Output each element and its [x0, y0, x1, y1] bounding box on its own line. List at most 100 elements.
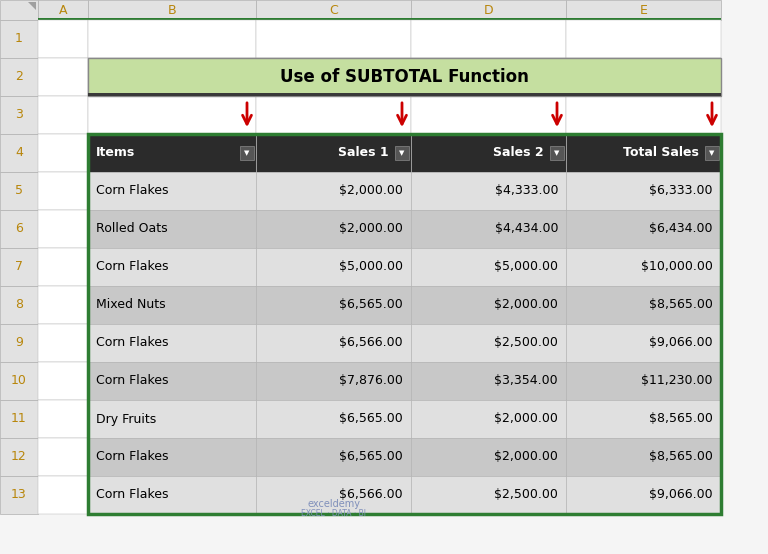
Bar: [88, 248, 256, 286]
Text: Items: Items: [96, 146, 135, 160]
Bar: [0, 20, 38, 58]
Bar: [256, 400, 411, 438]
Bar: [566, 0, 721, 20]
Text: 4: 4: [15, 146, 23, 160]
Text: $10,000.00: $10,000.00: [641, 260, 713, 274]
Bar: [256, 438, 411, 476]
Bar: [411, 248, 566, 286]
Text: $6,565.00: $6,565.00: [339, 299, 403, 311]
Bar: [411, 438, 566, 476]
Bar: [256, 96, 411, 134]
Bar: [0, 400, 38, 438]
Bar: [256, 286, 411, 324]
Text: $6,333.00: $6,333.00: [650, 184, 713, 197]
Text: C: C: [329, 3, 338, 17]
Bar: [0, 58, 38, 96]
Text: Corn Flakes: Corn Flakes: [96, 184, 168, 197]
Text: $9,066.00: $9,066.00: [650, 336, 713, 350]
Bar: [88, 438, 256, 476]
Bar: [88, 362, 256, 400]
Bar: [411, 210, 566, 248]
Bar: [411, 438, 566, 476]
Bar: [566, 324, 721, 362]
Bar: [256, 248, 411, 286]
Text: Mixed Nuts: Mixed Nuts: [96, 299, 166, 311]
Bar: [38, 286, 88, 324]
Bar: [705, 146, 719, 160]
Bar: [566, 438, 721, 476]
Bar: [0, 96, 38, 134]
Text: exceldemy: exceldemy: [307, 499, 360, 509]
Bar: [411, 362, 566, 400]
Text: $2,000.00: $2,000.00: [494, 450, 558, 464]
Bar: [256, 476, 411, 514]
Text: $5,000.00: $5,000.00: [494, 260, 558, 274]
Polygon shape: [28, 2, 36, 10]
Bar: [38, 324, 88, 362]
Bar: [256, 172, 411, 210]
Bar: [0, 248, 38, 286]
Bar: [88, 18, 256, 20]
Text: Sales 2: Sales 2: [493, 146, 544, 160]
Bar: [88, 58, 721, 96]
Bar: [38, 96, 88, 134]
Bar: [411, 0, 566, 20]
Text: $6,565.00: $6,565.00: [339, 450, 403, 464]
Bar: [566, 476, 721, 514]
Bar: [566, 248, 721, 286]
Bar: [240, 146, 254, 160]
Bar: [411, 286, 566, 324]
Text: ▼: ▼: [710, 150, 715, 156]
Text: $2,500.00: $2,500.00: [494, 489, 558, 501]
Text: $4,434.00: $4,434.00: [495, 223, 558, 235]
Bar: [88, 134, 256, 172]
Bar: [256, 248, 411, 286]
Bar: [566, 18, 721, 20]
Bar: [411, 248, 566, 286]
Bar: [0, 0, 38, 20]
Bar: [38, 248, 88, 286]
Text: 3: 3: [15, 109, 23, 121]
Bar: [38, 20, 88, 58]
Bar: [550, 146, 564, 160]
Text: $8,565.00: $8,565.00: [649, 450, 713, 464]
Text: Use of SUBTOTAL Function: Use of SUBTOTAL Function: [280, 68, 529, 86]
Bar: [88, 172, 256, 210]
Text: $7,876.00: $7,876.00: [339, 375, 403, 387]
Bar: [411, 400, 566, 438]
Text: Rolled Oats: Rolled Oats: [96, 223, 167, 235]
Text: $2,000.00: $2,000.00: [494, 413, 558, 425]
Text: B: B: [167, 3, 177, 17]
Bar: [566, 286, 721, 324]
Bar: [38, 134, 88, 172]
Bar: [411, 362, 566, 400]
Bar: [88, 210, 256, 248]
Bar: [566, 248, 721, 286]
Bar: [566, 286, 721, 324]
Text: $5,000.00: $5,000.00: [339, 260, 403, 274]
Bar: [0, 286, 38, 324]
Bar: [256, 324, 411, 362]
Bar: [38, 58, 88, 96]
Text: $2,500.00: $2,500.00: [494, 336, 558, 350]
Text: Dry Fruits: Dry Fruits: [96, 413, 156, 425]
Bar: [256, 172, 411, 210]
Bar: [256, 0, 411, 20]
Text: Corn Flakes: Corn Flakes: [96, 260, 168, 274]
Text: 11: 11: [11, 413, 27, 425]
Text: 8: 8: [15, 299, 23, 311]
Text: EXCEL · DATA · BI: EXCEL · DATA · BI: [301, 510, 366, 519]
Text: 7: 7: [15, 260, 23, 274]
Text: $6,566.00: $6,566.00: [339, 336, 403, 350]
Bar: [256, 18, 411, 20]
Text: Total Sales: Total Sales: [623, 146, 699, 160]
Bar: [88, 476, 256, 514]
Bar: [88, 286, 256, 324]
Bar: [566, 438, 721, 476]
Text: $2,000.00: $2,000.00: [339, 223, 403, 235]
Bar: [256, 210, 411, 248]
Bar: [566, 172, 721, 210]
Bar: [411, 210, 566, 248]
Text: 5: 5: [15, 184, 23, 197]
Bar: [88, 438, 256, 476]
